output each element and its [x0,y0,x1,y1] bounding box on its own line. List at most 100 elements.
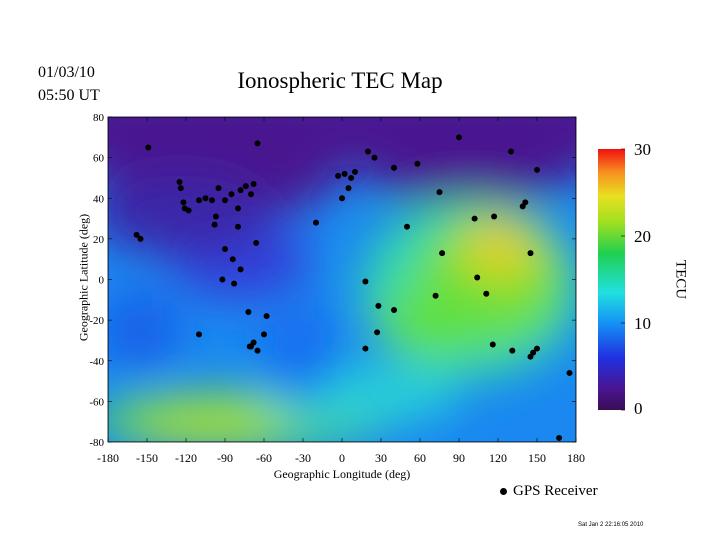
y-tick-label: 60 [93,153,105,165]
gps-receiver-marker [365,148,371,155]
y-tick-label: -20 [89,315,104,327]
colorbar-label: TECU [672,259,689,300]
legend: GPS Receiver [500,483,598,500]
x-tick-label: 90 [453,451,465,465]
gps-receiver-marker [137,235,144,242]
receiver-markers [133,134,573,441]
x-tick-label: -150 [136,451,158,465]
gps-receiver-marker [474,274,481,281]
plot-frame [107,116,577,443]
gps-receiver-marker [352,168,358,175]
gps-receiver-marker [261,331,267,338]
colorbar-tick-label: 10 [634,314,651,333]
x-tick-label: 120 [489,451,507,465]
gps-receiver-marker [180,199,187,206]
y-tick-label: 20 [93,234,105,246]
gps-receiver-marker [345,185,352,192]
gps-receiver-marker [185,207,192,214]
y-tick-label: 80 [93,112,105,124]
gps-receiver-marker [339,195,345,202]
gps-receiver-marker [491,213,498,220]
gps-receiver-marker [246,343,253,350]
tec-heatmap [108,117,576,442]
gps-receiver-marker [432,292,439,299]
colorbar-tick-label: 0 [634,399,643,418]
gps-receiver-marker [436,189,443,196]
gps-receiver-marker [211,221,218,228]
colorbar [598,149,625,410]
gps-receiver-marker [471,215,478,222]
gps-receiver-marker [235,223,241,230]
gps-receiver-marker [534,166,540,173]
y-axis-label: Geographic Latitude (deg) [76,213,91,342]
x-tick-label: 180 [567,451,585,465]
chart-title: Ionospheric TEC Map [237,68,443,93]
colorbar-tick-label: 20 [634,227,651,246]
gps-receiver-marker [237,266,244,273]
gps-receiver-marker [371,154,378,161]
gps-receiver-marker [522,199,529,206]
y-tick-label: 40 [93,193,105,205]
gps-receiver-marker [509,347,516,354]
gps-receiver-marker [362,278,369,285]
gps-receiver-marker [254,347,261,354]
legend-label: GPS Receiver [513,483,598,499]
gps-receiver-marker [133,231,140,238]
gps-receiver-marker [439,250,446,257]
gps-receiver-marker [242,183,249,190]
gps-receiver-marker [253,239,260,246]
gps-receiver-marker [313,219,319,226]
gps-receiver-marker [341,170,348,177]
gps-receiver-marker [228,191,235,198]
receiver-marker-icon [500,488,507,495]
gps-receiver-marker [222,246,228,253]
gps-receiver-marker [250,181,257,188]
x-tick-label: -180 [97,451,119,465]
gps-receiver-marker [391,306,397,313]
gps-receiver-marker [534,345,540,352]
gps-receiver-marker [209,197,215,204]
gps-receiver-marker [229,256,236,263]
x-tick-label: 30 [375,451,387,465]
gps-receiver-marker [362,345,369,352]
gps-receiver-marker [177,185,184,192]
gps-receiver-marker [248,191,254,198]
gps-receiver-marker [566,369,573,376]
time-label: 05:50 UT [38,87,100,104]
gps-receiver-marker [237,187,244,194]
gps-receiver-marker [263,313,270,320]
gps-receiver-marker [348,174,355,181]
gps-receiver-marker [212,213,219,220]
y-tick-label: -60 [89,396,104,408]
gps-receiver-marker [375,302,382,309]
x-tick-label: 0 [339,451,345,465]
gps-receiver-marker [235,205,241,212]
gps-receiver-marker [176,179,183,185]
gps-receiver-marker [215,185,222,192]
colorbar-ticks: 0 10 20 30 [621,140,651,418]
x-tick-label: -30 [295,451,311,465]
x-tick-label: 60 [414,451,426,465]
gps-receiver-marker [245,309,252,315]
gps-receiver-marker [231,280,238,287]
gps-receiver-marker [527,250,534,257]
gps-receiver-marker [527,353,534,360]
gps-receiver-marker [391,164,397,171]
timestamp-footer: Sat Jan 2 22:16:05 2010 [578,522,644,528]
x-tick-label: -60 [256,451,272,465]
axes: -180 -150 -120 -90 -60 -30 0 30 60 90 120 150 180 80 6… [89,112,585,465]
gps-receiver-marker [456,134,462,141]
colorbar-tick-label: 30 [634,140,651,159]
gps-receiver-marker [556,434,563,441]
gps-receiver-marker [335,172,342,179]
x-tick-label: 150 [528,451,546,465]
gps-receiver-marker [196,197,202,204]
gps-receiver-marker [222,197,228,204]
gps-receiver-marker [145,144,152,151]
gps-receiver-marker [489,341,496,348]
gps-receiver-marker [254,140,261,147]
gps-receiver-marker [196,331,202,338]
gps-receiver-marker [483,290,490,297]
y-tick-label: -40 [89,356,104,368]
